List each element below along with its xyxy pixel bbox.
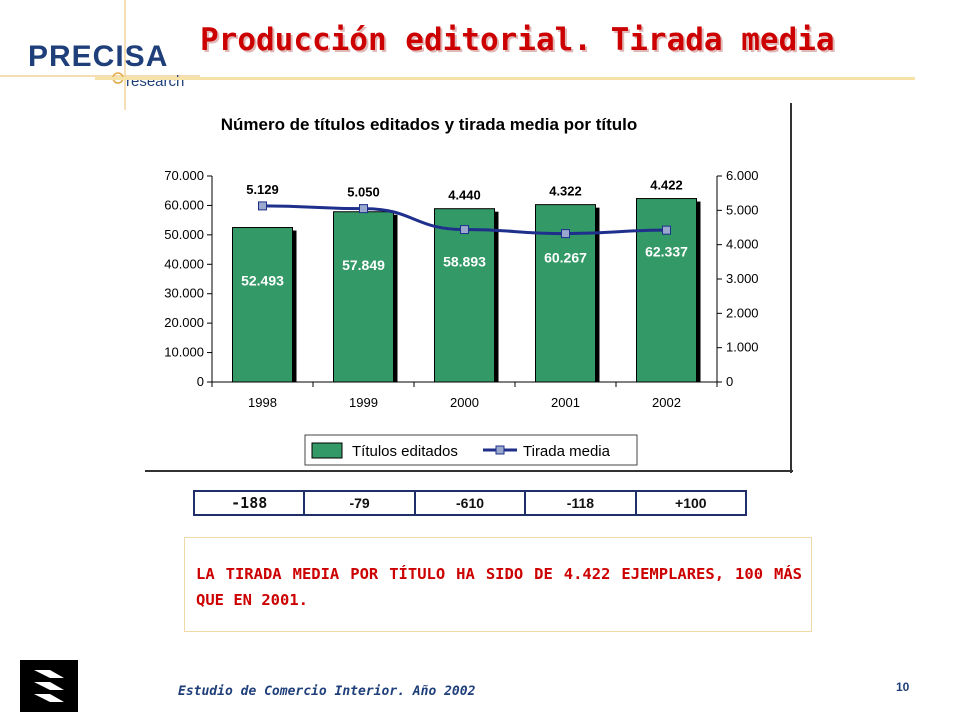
bar-value-label: 62.337 (645, 244, 688, 260)
x-tick-label: 1999 (349, 395, 378, 410)
right-tick-label: 3.000 (726, 271, 759, 286)
precisa-logo: PRECISA research (0, 0, 200, 110)
summary-text: LA TIRADA MEDIA POR TÍTULO HA SIDO DE 4.… (196, 565, 802, 609)
brand-subtitle: research (126, 73, 185, 90)
x-tick-label: 2002 (652, 395, 681, 410)
line-value-label: 5.050 (347, 185, 380, 200)
line-value-label: 4.440 (448, 188, 481, 203)
line-value-label: 4.422 (650, 178, 683, 193)
legend-box (304, 434, 638, 466)
left-tick-label: 0 (197, 374, 204, 389)
left-tick-label: 40.000 (164, 256, 204, 271)
legend-bar-label: Títulos editados (352, 443, 458, 460)
page-number: 10 (896, 680, 910, 694)
line-point-marker (258, 201, 267, 211)
difference-cell: -79 (305, 492, 416, 514)
right-tick-label: 5.000 (726, 202, 759, 217)
chart-axes: 0 10.000 20.000 30.000 40.000 50.000 60.000 70.… (164, 168, 758, 410)
right-tick-label: 0 (726, 374, 733, 389)
footer-caption: Estudio de Comercio Interior. Año 2002 (178, 684, 476, 699)
x-tick-label: 1998 (248, 395, 277, 410)
line-value-label: 4.322 (549, 184, 582, 199)
x-tick-label: 2000 (450, 395, 479, 410)
line-point-marker (359, 204, 368, 214)
legend-line-marker (495, 445, 505, 455)
left-tick-label: 70.000 (164, 168, 204, 183)
difference-cell: +100 (675, 495, 707, 511)
right-tick-label: 1.000 (726, 340, 759, 355)
line-point-marker (561, 229, 570, 239)
bar (333, 211, 394, 383)
bar-value-label: 57.849 (342, 257, 385, 273)
difference-cell: -118 (526, 492, 637, 514)
line-series: 5.129 5.050 4.440 4.322 4.422 (246, 178, 683, 239)
right-tick-label: 2.000 (726, 305, 759, 320)
bar (434, 208, 495, 383)
chart-title: Número de títulos editados y tirada medi… (221, 115, 638, 134)
legend-bar-swatch (311, 442, 343, 459)
slide-title: Producción editorial. Tirada media (200, 22, 835, 58)
title-underline (95, 77, 915, 80)
difference-cell: -610 (416, 492, 527, 514)
left-tick-label: 20.000 (164, 315, 204, 330)
chart-area: Número de títulos editados y tirada medi… (145, 103, 795, 479)
legend-line-label: Tirada media (523, 443, 611, 460)
institution-logo-icon (20, 660, 78, 712)
summary-box: LA TIRADA MEDIA POR TÍTULO HA SIDO DE 4.… (184, 537, 812, 632)
left-tick-label: 50.000 (164, 227, 204, 242)
line-point-marker (460, 225, 469, 235)
bar-value-label: 60.267 (544, 250, 587, 266)
left-tick-label: 30.000 (164, 286, 204, 301)
bar-value-label: 58.893 (443, 254, 486, 270)
combo-chart: Número de títulos editados y tirada medi… (145, 103, 793, 473)
bar-value-label: 52.493 (241, 273, 284, 289)
brand-name: PRECISA (28, 40, 169, 73)
bar-series: 52.493 57.849 58.893 60.267 62.337 (232, 198, 701, 383)
x-tick-label: 2001 (551, 395, 580, 410)
yearly-difference-table: -188 -79 -610 -118 +100 (193, 490, 747, 516)
left-tick-label: 60.000 (164, 197, 204, 212)
line-point-marker (662, 225, 671, 235)
left-tick-label: 10.000 (164, 345, 204, 360)
difference-cell: -188 (195, 492, 306, 514)
right-tick-label: 4.000 (726, 237, 759, 252)
bar (232, 227, 293, 383)
chart-legend: Títulos editados Tirada media (304, 434, 638, 466)
line-value-label: 5.129 (246, 182, 279, 197)
right-tick-label: 6.000 (726, 168, 759, 183)
